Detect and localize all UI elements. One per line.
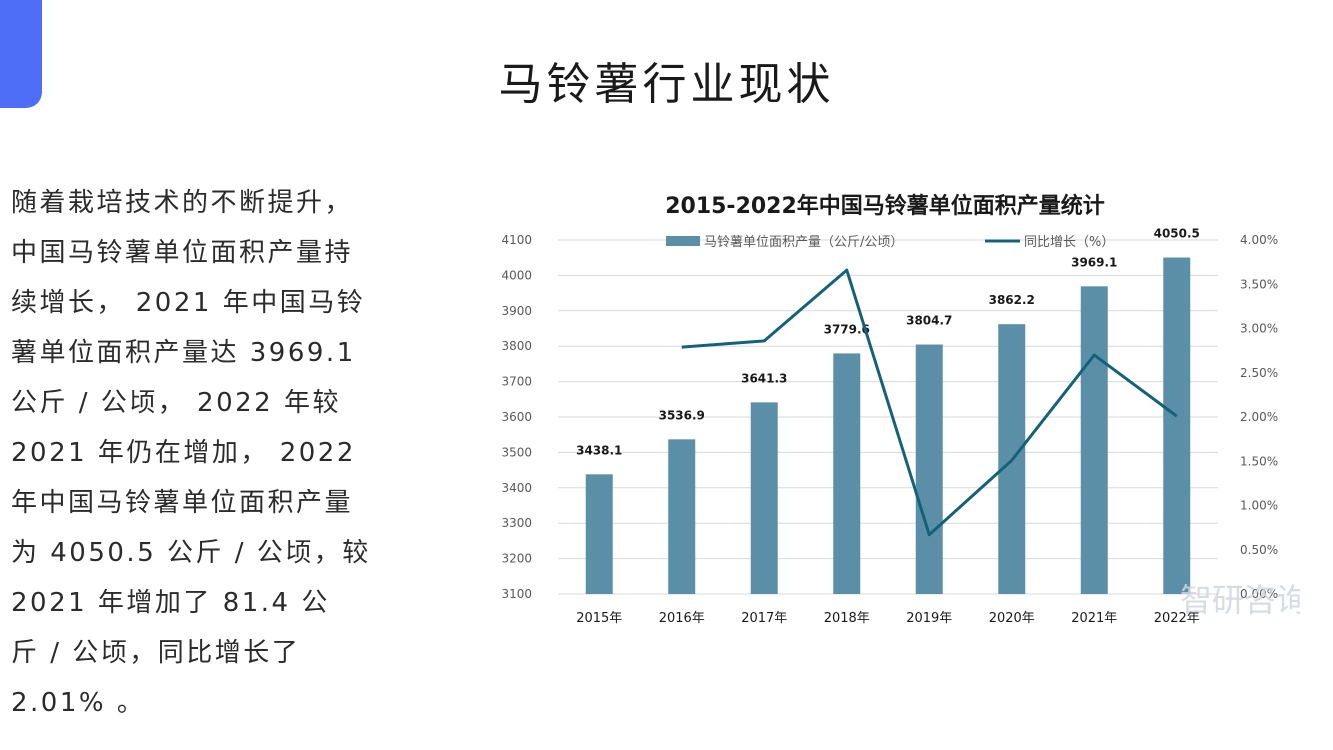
watermark: 智研咨询 <box>1180 581 1300 619</box>
description-line: 公斤 / 公顷， 2022 年较 <box>11 388 341 418</box>
description-line: 薯单位面积产量达 3969.1 <box>11 338 356 368</box>
x-tick-label: 2017年 <box>741 611 787 626</box>
y2-tick-label: 4.00% <box>1240 233 1278 247</box>
description-line: 中国马铃薯单位面积产量持 <box>11 238 354 268</box>
corner-accent <box>0 0 42 108</box>
y-tick-label: 3500 <box>501 445 532 459</box>
description-line: 年中国马铃薯单位面积产量 <box>11 488 354 518</box>
x-tick-label: 2016年 <box>659 611 705 626</box>
bar <box>1163 257 1191 594</box>
chart-title: 2015-2022年中国马铃薯单位面积产量统计 <box>665 193 1105 219</box>
y2-tick-label: 0.50% <box>1240 543 1278 557</box>
description-line: 续增长， 2021 年中国马铃 <box>11 288 366 318</box>
y-tick-label: 3200 <box>501 552 532 566</box>
bar <box>833 353 861 594</box>
description-text: 随着栽培技术的不断提升， 中国马铃薯单位面积产量持 续增长， 2021 年中国马铃薯… <box>11 178 383 728</box>
y2-tick-label: 1.50% <box>1240 454 1278 468</box>
y-tick-label: 3800 <box>501 339 532 353</box>
x-tick-label: 2022年 <box>1154 611 1200 626</box>
bar-data-label: 3969.1 <box>1071 255 1117 269</box>
y-tick-label: 3100 <box>501 587 532 601</box>
x-tick-label: 2021年 <box>1071 611 1117 626</box>
y-tick-label: 3600 <box>501 410 532 424</box>
bar <box>1080 286 1108 594</box>
y2-tick-label: 3.50% <box>1240 277 1278 291</box>
x-tick-label: 2019年 <box>906 611 952 626</box>
y-tick-label: 4100 <box>501 233 532 247</box>
y-tick-label: 3900 <box>501 304 532 318</box>
y2-tick-label: 1.00% <box>1240 499 1278 513</box>
description-line: 2021 年增加了 81.4 公 <box>11 588 330 618</box>
description-line: 2.01% 。 <box>11 688 146 718</box>
grid-lines <box>558 239 1218 595</box>
yield-chart: 2015-2022年中国马铃薯单位面积产量统计 3100 3200 3300 3400… <box>501 193 1300 626</box>
bar <box>668 439 696 594</box>
y2-tick-label: 2.50% <box>1240 366 1278 380</box>
description-line: 为 4050.5 公斤 / 公顷，较 <box>11 538 371 568</box>
x-tick-label: 2015年 <box>576 611 622 626</box>
bar <box>915 344 943 594</box>
growth-line <box>681 268 1178 537</box>
y2-tick-label: 2.00% <box>1240 410 1278 424</box>
bar-data-label: 3862.2 <box>989 293 1035 307</box>
y-tick-label: 4000 <box>501 268 532 282</box>
bar-data-label: 3804.7 <box>906 314 952 328</box>
description-line: 斤 / 公顷，同比增长了 <box>11 638 301 668</box>
bar-data-label: 4050.5 <box>1154 227 1200 241</box>
page-title: 马铃薯行业现状 <box>498 59 835 110</box>
y2-tick-label: 3.00% <box>1240 322 1278 336</box>
bar-data-label: 3438.1 <box>576 443 622 457</box>
legend-label-line: 同比增长（%） <box>1024 235 1114 250</box>
description-line: 2021 年仍在增加， 2022 <box>11 438 356 468</box>
x-axis: 2015年 2016年 2017年 2018年 2019年 2020年 2021年 2022年 <box>576 611 1200 626</box>
bar-data-label: 3536.9 <box>659 408 705 422</box>
y-tick-label: 3700 <box>501 375 532 389</box>
y-tick-label: 3400 <box>501 481 532 495</box>
legend-label-bar: 马铃薯单位面积产量（公斤/公顷） <box>704 235 903 250</box>
bar <box>585 474 613 594</box>
x-tick-label: 2018年 <box>824 611 870 626</box>
y-tick-label: 3300 <box>501 516 532 530</box>
bar-series: 3438.1 3536.9 3641.3 3779.6 3804.7 3862.2 3969… <box>576 227 1200 594</box>
x-tick-label: 2020年 <box>989 611 1035 626</box>
bar-data-label: 3779.6 <box>824 322 870 336</box>
y2-tick-label: 0.00% <box>1240 587 1278 601</box>
right-axis: 0.00% 0.50% 1.00% 1.50% 2.00% 2.50% 3.00% 3.50%… <box>1240 233 1278 601</box>
bar <box>750 402 778 594</box>
description-line: 随着栽培技术的不断提升， <box>11 188 354 218</box>
chart-legend: 马铃薯单位面积产量（公斤/公顷） 同比增长（%） <box>666 235 1114 250</box>
bar-data-label: 3641.3 <box>741 371 787 385</box>
line-series <box>681 268 1178 537</box>
legend-swatch-bar <box>666 236 700 246</box>
left-axis: 3100 3200 3300 3400 3500 3600 3700 3800 3900 4000… <box>501 233 532 601</box>
